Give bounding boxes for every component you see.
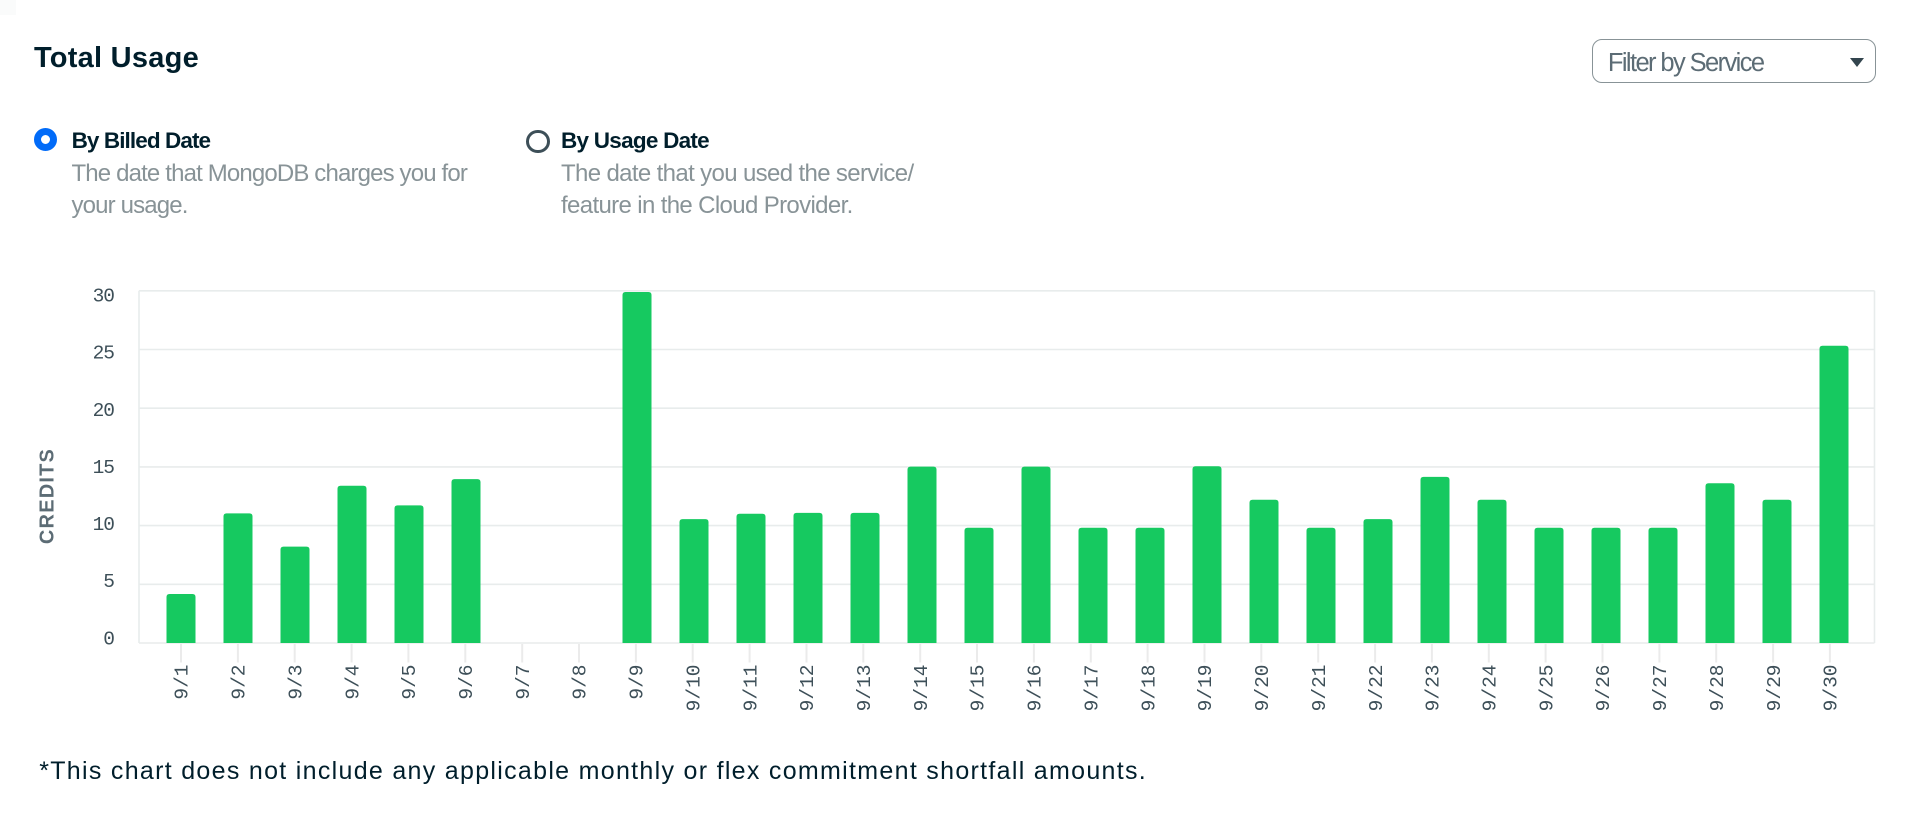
svg-text:10: 10 bbox=[93, 514, 115, 536]
svg-text:25: 25 bbox=[93, 343, 115, 365]
svg-text:9/25: 9/25 bbox=[1536, 665, 1558, 712]
svg-text:9/13: 9/13 bbox=[854, 665, 876, 712]
svg-text:9/15: 9/15 bbox=[968, 665, 990, 712]
svg-text:9/12: 9/12 bbox=[797, 665, 819, 712]
svg-text:9/24: 9/24 bbox=[1480, 665, 1502, 712]
svg-text:9/10: 9/10 bbox=[683, 665, 705, 712]
svg-text:9/20: 9/20 bbox=[1252, 665, 1274, 712]
svg-text:9/16: 9/16 bbox=[1025, 665, 1047, 712]
svg-text:9/22: 9/22 bbox=[1366, 665, 1388, 712]
svg-text:9/19: 9/19 bbox=[1195, 665, 1217, 712]
svg-text:30: 30 bbox=[93, 286, 115, 308]
svg-text:CREDITS: CREDITS bbox=[36, 448, 58, 544]
svg-text:0: 0 bbox=[103, 628, 114, 650]
svg-text:9/21: 9/21 bbox=[1309, 665, 1331, 712]
svg-text:9/18: 9/18 bbox=[1138, 665, 1160, 712]
svg-text:9/7: 9/7 bbox=[513, 665, 535, 700]
svg-text:9/29: 9/29 bbox=[1764, 665, 1786, 712]
svg-text:20: 20 bbox=[93, 400, 115, 422]
svg-text:9/11: 9/11 bbox=[740, 665, 762, 712]
svg-text:9/5: 9/5 bbox=[399, 665, 421, 700]
svg-text:9/14: 9/14 bbox=[911, 665, 933, 712]
svg-text:9/26: 9/26 bbox=[1593, 665, 1615, 712]
svg-text:9/28: 9/28 bbox=[1707, 665, 1729, 712]
svg-text:9/8: 9/8 bbox=[570, 665, 592, 700]
svg-text:9/17: 9/17 bbox=[1082, 665, 1104, 712]
svg-text:9/23: 9/23 bbox=[1423, 665, 1445, 712]
svg-text:9/6: 9/6 bbox=[456, 665, 478, 700]
svg-text:9/3: 9/3 bbox=[285, 665, 307, 700]
svg-text:9/30: 9/30 bbox=[1821, 665, 1843, 712]
svg-text:9/1: 9/1 bbox=[172, 665, 194, 700]
svg-text:9/9: 9/9 bbox=[627, 665, 649, 700]
svg-text:9/4: 9/4 bbox=[342, 665, 364, 700]
svg-text:15: 15 bbox=[93, 457, 115, 479]
svg-text:9/2: 9/2 bbox=[229, 665, 251, 700]
svg-text:9/27: 9/27 bbox=[1650, 665, 1672, 712]
svg-text:5: 5 bbox=[103, 571, 114, 593]
